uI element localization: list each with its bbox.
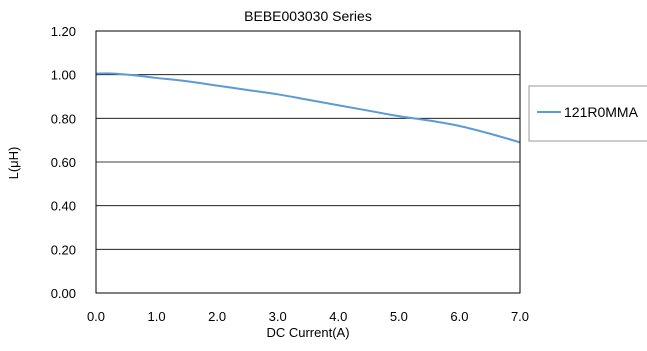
- tick-labels: 0.00 0.20 0.40 0.60 0.80 1.00 1.20 0.0 1.0 2.0 3.0…: [51, 24, 529, 324]
- plot-area-border: [95, 30, 521, 294]
- y-tick-label: 0.40: [51, 199, 76, 214]
- y-tick-label: 0.60: [51, 155, 76, 170]
- x-tick-label: 4.0: [329, 309, 347, 324]
- x-tick-label: 6.0: [450, 309, 468, 324]
- x-tick-label: 0.0: [87, 309, 105, 324]
- x-tick-label: 2.0: [208, 309, 226, 324]
- series-lines: [95, 72, 521, 144]
- legend: 121R0MMA: [528, 85, 647, 142]
- gridlines: [96, 74, 520, 250]
- series-line: [95, 72, 521, 144]
- legend-label: 121R0MMA: [564, 104, 639, 120]
- y-tick-label: 0.20: [51, 242, 76, 257]
- x-tick-label: 1.0: [148, 309, 166, 324]
- y-tick-label: 0.00: [51, 286, 76, 301]
- y-tick-label: 0.80: [51, 111, 76, 126]
- y-tick-label: 1.20: [51, 24, 76, 39]
- x-tick-label: 7.0: [511, 309, 529, 324]
- x-tick-label: 5.0: [390, 309, 408, 324]
- legend-box: [528, 85, 647, 142]
- y-tick-label: 1.00: [51, 68, 76, 83]
- x-axis-label: DC Current(A): [266, 325, 349, 340]
- y-axis-label: L(μH): [6, 147, 21, 180]
- x-tick-label: 3.0: [269, 309, 287, 324]
- chart-title: BEBE003030 Series: [244, 8, 372, 24]
